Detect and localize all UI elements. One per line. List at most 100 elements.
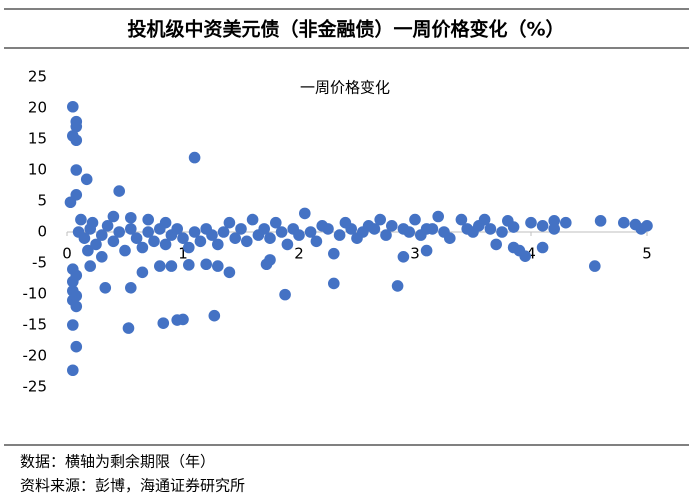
scatter-point [415, 229, 427, 241]
chart-title: 投机级中资美元债（非金融债）一周价格变化（%） [127, 18, 564, 41]
y-tick-label: 20 [28, 99, 47, 117]
scatter-point [78, 232, 91, 244]
x-tick-label: 3 [410, 245, 420, 263]
scatter-point [212, 238, 224, 251]
scatter-point [357, 226, 369, 238]
scatter-point [246, 213, 259, 226]
scatter-point [241, 235, 253, 248]
scatter-point [525, 216, 537, 229]
scatter-point [99, 282, 112, 294]
scatter-point [496, 226, 508, 238]
chart-annotation: 一周价格变化 [300, 79, 390, 97]
scatter-point [548, 215, 560, 227]
scatter-point [188, 226, 201, 238]
y-tick-label: -20 [23, 347, 48, 365]
scatter-point [154, 223, 166, 235]
scatter-point [560, 216, 572, 229]
scatter-point [200, 258, 212, 271]
scatter-point [136, 266, 149, 279]
scatter-point [142, 213, 154, 226]
scatter-point [194, 235, 207, 248]
scatter-point [86, 216, 99, 229]
scatter-point [159, 238, 172, 251]
scatter-point [67, 364, 79, 377]
scatter-point [279, 288, 291, 301]
scatter-point [391, 280, 404, 292]
scatter-point [177, 313, 189, 326]
scatter-point [125, 211, 137, 224]
scatter-point [322, 223, 334, 235]
scatter-point [536, 220, 549, 232]
scatter-point [333, 229, 346, 241]
y-tick-label: -25 [23, 378, 48, 396]
scatter-point [536, 241, 549, 254]
scatter-point [206, 229, 218, 241]
scatter-point [641, 220, 653, 232]
scatter-point [70, 164, 83, 176]
y-tick-label: 15 [28, 130, 47, 148]
plot-area: -25 -20 -15 -10 -5 0 5 10 15 20 25 0 1 2 3 4 5 [23, 68, 653, 396]
scatter-point [444, 232, 456, 244]
scatter-point [299, 207, 311, 220]
scatter-point [67, 319, 79, 331]
scatter-point [70, 134, 83, 147]
scatter-point [368, 223, 381, 235]
scatter-point [177, 232, 189, 244]
scatter-point [519, 250, 531, 262]
scatter-point [281, 238, 294, 251]
scatter-point [275, 226, 288, 238]
scatter-point [67, 285, 79, 297]
scatter-point [96, 250, 108, 263]
scatter-point [188, 151, 201, 164]
scatter-point [64, 196, 77, 209]
scatter-point [380, 229, 392, 241]
scatter-point [270, 216, 282, 229]
scatter-point [67, 100, 79, 113]
scatter-point [113, 185, 125, 197]
scatter-point [96, 229, 108, 241]
scatter-point [403, 226, 416, 238]
scatter-point [235, 223, 247, 235]
scatter-point [426, 223, 439, 235]
scatter-point [107, 235, 120, 248]
scatter-point [107, 210, 120, 223]
y-tick-label: -15 [23, 316, 48, 334]
scatter-point [70, 340, 83, 353]
y-tick-label: -10 [23, 285, 48, 303]
scatter-point [75, 213, 87, 226]
scatter-point [154, 260, 166, 272]
scatter-point [80, 173, 93, 186]
footer-note: 数据：横轴为剩余期限（年） [20, 453, 215, 471]
scatter-point [455, 213, 468, 226]
scatter-point [90, 238, 102, 251]
scatter-point [397, 250, 410, 263]
scatter-point [208, 309, 221, 322]
x-tick-label: 0 [62, 245, 72, 263]
scatter-point [212, 260, 224, 272]
y-tick-label: 25 [28, 68, 47, 86]
scatter-point [310, 235, 323, 248]
scatter-point [618, 216, 630, 229]
scatter-point [183, 241, 195, 254]
scatter-point [101, 220, 114, 232]
scatter-point [293, 229, 305, 241]
scatter-point [183, 259, 195, 271]
scatter-point [119, 244, 131, 257]
x-tick-label: 4 [526, 245, 536, 263]
scatter-point [165, 260, 178, 272]
scatter-point [594, 215, 607, 227]
scatter-point [136, 241, 149, 254]
y-tick-label: 0 [37, 223, 47, 241]
scatter-point [82, 244, 94, 257]
scatter-point [130, 232, 143, 244]
scatter-point [148, 235, 160, 248]
scatter-point [548, 223, 560, 235]
scatter-point [113, 226, 125, 238]
scatter-point [432, 210, 445, 223]
scatter-point [386, 220, 398, 232]
y-tick-label: 5 [37, 192, 47, 210]
scatter-point [345, 223, 358, 235]
y-tick-label: 10 [28, 161, 47, 179]
scatter-point [264, 254, 276, 266]
